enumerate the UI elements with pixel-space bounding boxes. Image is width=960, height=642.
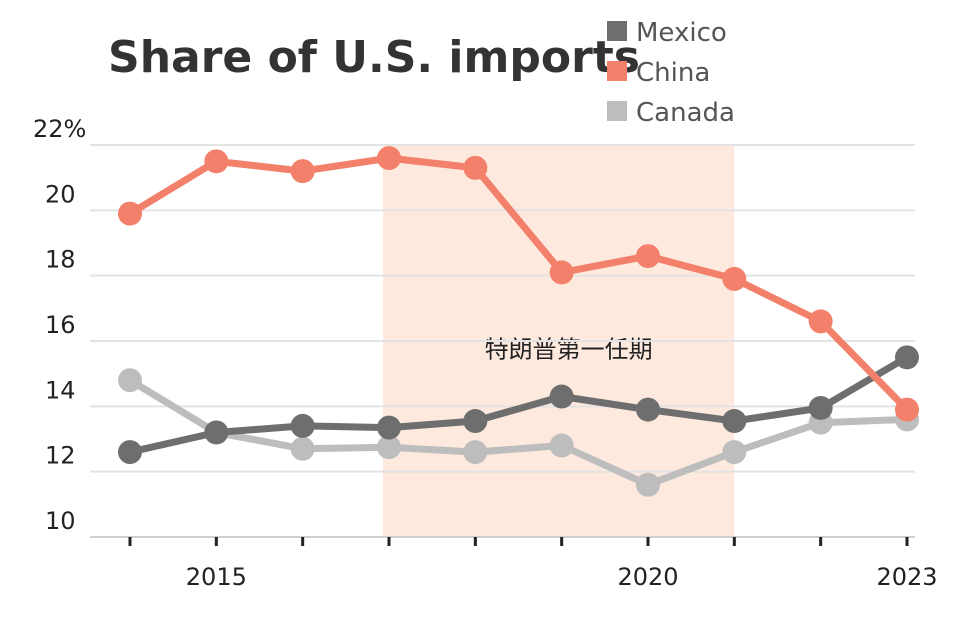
legend: Mexico China Canada (607, 18, 735, 128)
point-canada-2014 (118, 368, 142, 393)
point-canada-2017 (377, 435, 401, 460)
point-mexico-2015 (204, 420, 229, 445)
point-china-2018 (463, 155, 488, 180)
point-china-2021 (722, 266, 747, 291)
point-china-2014 (118, 201, 142, 226)
legend-swatch-mexico (607, 21, 627, 41)
point-mexico-2020 (636, 397, 660, 422)
y-tick-label-22: 22% (33, 115, 86, 143)
series-line-canada (126, 376, 911, 489)
y-tick-label-18: 18 (45, 246, 76, 274)
point-canada-2018 (463, 440, 488, 465)
legend-swatch-canada (607, 101, 627, 121)
tick-labels: 10 12 14 16 18 20 22% 2015 2020 2023 (33, 115, 938, 591)
series-lines (126, 154, 911, 489)
point-canada-2021 (722, 440, 747, 465)
series-line-mexico (126, 353, 911, 456)
x-axis (90, 536, 915, 546)
shaded-region-label: 特朗普第一任期 (485, 336, 653, 364)
point-mexico-2014 (118, 440, 142, 465)
point-china-2016 (290, 159, 315, 184)
series-points (118, 146, 919, 497)
legend-label-canada: Canada (636, 98, 735, 128)
y-tick-label-10: 10 (45, 507, 76, 535)
series-line-china (126, 154, 911, 414)
chart-title: Share of U.S. imports (108, 32, 640, 83)
point-china-2023 (895, 397, 919, 422)
y-tick-label-12: 12 (45, 442, 76, 470)
point-mexico-2018 (463, 409, 488, 434)
legend-swatch-china (607, 61, 627, 81)
point-mexico-2017 (377, 415, 401, 440)
point-china-2020 (636, 244, 660, 269)
point-mexico-2023 (895, 345, 919, 370)
point-mexico-2022 (808, 395, 833, 420)
point-mexico-2016 (290, 413, 315, 438)
y-tick-label-14: 14 (45, 376, 76, 404)
y-tick-label-20: 20 (45, 180, 76, 208)
point-china-2019 (549, 260, 574, 285)
x-tick-label-2020: 2020 (617, 563, 678, 591)
x-tick-label-2015: 2015 (186, 563, 247, 591)
x-tick-label-2023: 2023 (876, 563, 937, 591)
point-china-2015 (204, 149, 229, 174)
y-tick-label-16: 16 (45, 311, 76, 339)
point-mexico-2019 (549, 384, 574, 409)
point-china-2017 (377, 146, 401, 171)
point-mexico-2021 (722, 409, 747, 434)
legend-label-china: China (636, 58, 710, 88)
point-canada-2020 (636, 472, 660, 497)
point-canada-2019 (549, 433, 574, 458)
legend-label-mexico: Mexico (636, 18, 727, 48)
gridlines (90, 144, 915, 473)
point-canada-2016 (290, 436, 315, 461)
point-china-2022 (808, 309, 833, 334)
